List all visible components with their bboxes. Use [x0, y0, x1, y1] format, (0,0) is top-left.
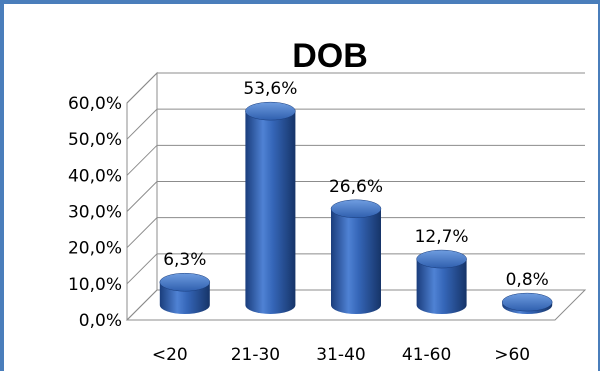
gridline [126, 72, 585, 104]
bar: 53,6% [243, 79, 297, 314]
y-tick-label: 40,0% [68, 166, 122, 186]
y-tick-label: 0,0% [79, 311, 122, 331]
x-category-label: 41-60 [402, 345, 451, 365]
data-label: 26,6% [329, 177, 383, 197]
gridline [126, 108, 585, 140]
bar-body [245, 111, 296, 314]
x-axis-categories: <20 21-30 31-40 41-60 >60 [152, 345, 530, 365]
bars: 6,3% 53,6% 26,6% 12,7% 0,8% [159, 79, 553, 314]
bar: 26,6% [329, 177, 383, 314]
bar-cap [159, 272, 211, 292]
x-category-label: 31-40 [316, 345, 365, 365]
y-tick-label: 50,0% [68, 130, 122, 150]
data-label: 0,8% [506, 270, 549, 290]
floor [125, 289, 587, 321]
bar-body [416, 259, 467, 314]
y-tick-label: 10,0% [68, 275, 122, 295]
bar: 0,8% [501, 270, 553, 314]
bar: 12,7% [415, 227, 469, 314]
bar-cap [330, 199, 382, 219]
data-label: 53,6% [243, 79, 297, 99]
bar-cap [501, 292, 553, 312]
gridline [126, 144, 585, 176]
bar: 6,3% [159, 250, 211, 314]
y-axis-ticks: 0,0% 10,0% 20,0% 30,0% 40,0% 50,0% 60,0% [68, 94, 122, 331]
left-wall [126, 71, 158, 320]
x-category-label: <20 [152, 345, 188, 365]
data-label: 6,3% [163, 250, 206, 270]
x-category-label: >60 [494, 345, 530, 365]
data-label: 12,7% [415, 227, 469, 247]
bar-body [331, 208, 381, 314]
y-tick-label: 60,0% [68, 94, 122, 114]
bar-cap [416, 249, 467, 269]
y-tick-label: 30,0% [68, 203, 122, 223]
gridlines [125, 71, 587, 321]
x-category-label: 21-30 [231, 345, 280, 365]
chart-title: DOB [292, 37, 368, 75]
bar-cap [245, 101, 296, 121]
y-tick-label: 20,0% [68, 239, 122, 259]
